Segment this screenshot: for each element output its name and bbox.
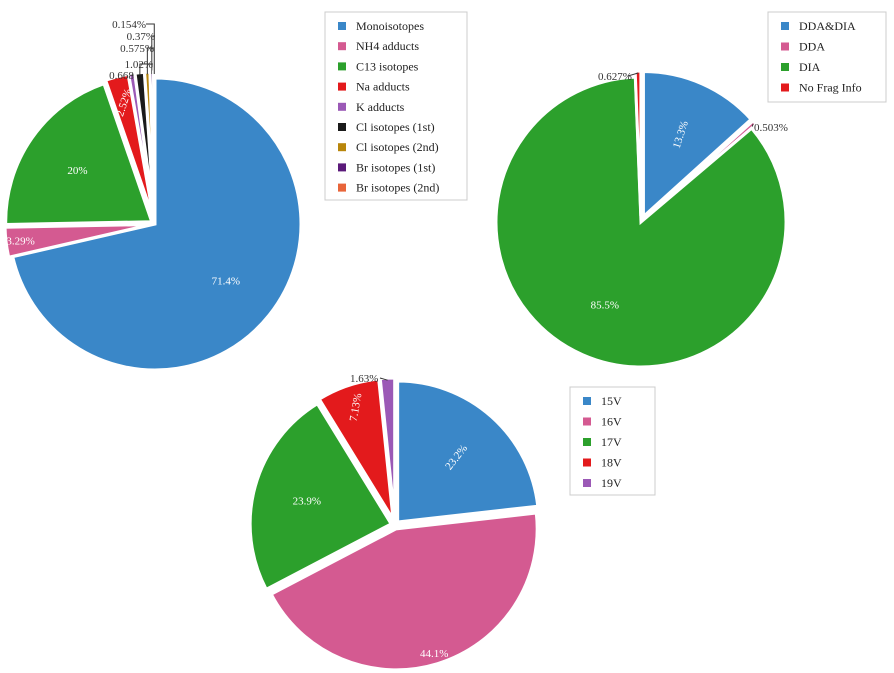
- adducts-legend-swatch-8: [338, 183, 346, 192]
- voltage-slice-3[interactable]: [317, 377, 395, 521]
- acquisition-slice-0[interactable]: [641, 70, 754, 220]
- acquisition-legend-label-3[interactable]: No Frag Info: [799, 81, 862, 95]
- adducts-legend-label-0[interactable]: Monoisotopes: [356, 19, 424, 33]
- voltage-legend-label-4[interactable]: 19V: [601, 476, 622, 490]
- adducts-slice-label-0: 71.4%: [212, 275, 240, 287]
- acquisition-slice-label-1: 0.503%: [754, 122, 788, 134]
- voltage-legend-swatch-4: [583, 479, 591, 487]
- adducts-slice-label-8: 0.154%: [112, 19, 146, 31]
- adducts-pie-chart: 71.4%3.29%20%2.52%0.668%1.02%0.575%0.37%…: [3, 19, 303, 372]
- adducts-legend-frame: [324, 11, 468, 201]
- acquisition-slice-3[interactable]: [633, 69, 643, 217]
- voltage-slice-2[interactable]: [248, 401, 394, 592]
- voltage-legend-label-2[interactable]: 17V: [601, 435, 622, 449]
- voltage-slice-0[interactable]: [396, 379, 540, 524]
- voltage-legend-label-0[interactable]: 15V: [601, 394, 622, 408]
- acquisition-legend-swatch-0: [781, 22, 789, 30]
- acquisition-pie-chart: 13.3% 0.503%85.5%0.627%: [494, 69, 788, 369]
- voltage-slice-label-2: 23.9%: [293, 496, 321, 508]
- adducts-legend-swatch-4: [338, 102, 346, 111]
- voltage-slice-1[interactable]: [269, 511, 539, 672]
- acquisition-legend-swatch-2: [781, 63, 789, 71]
- acquisition-legend-swatch-1: [781, 42, 789, 51]
- voltage-legend-label-3[interactable]: 18V: [601, 456, 622, 470]
- adducts-legend-label-5[interactable]: Cl isotopes (1st): [356, 120, 435, 134]
- adducts-slice-label-1: 3.29%: [6, 236, 34, 248]
- adducts-legend-label-2[interactable]: C13 isotopes: [356, 59, 419, 73]
- adducts-slice-2[interactable]: [4, 81, 154, 227]
- voltage-legend-swatch-2: [583, 438, 591, 446]
- adducts-legend-swatch-3: [338, 82, 346, 91]
- acquisition-legend: DDA&DIA DDA DIA No Frag Info: [767, 11, 887, 103]
- adducts-slice-label-7: 0.37%: [127, 31, 155, 43]
- adducts-slice-label-6: 0.575%: [120, 43, 154, 55]
- adducts-slice-label-5: 1.02%: [125, 59, 153, 71]
- adducts-legend-label-6[interactable]: Cl isotopes (2nd): [356, 140, 439, 154]
- voltage-pie-chart: 23.2%44.1%23.9%7.13%1.63%: [248, 373, 540, 672]
- voltage-leader-4: [379, 377, 388, 381]
- voltage-slice-label-4: 1.63%: [350, 373, 378, 385]
- voltage-legend-swatch-0: [583, 397, 591, 405]
- acquisition-slice-label-3: 0.627%: [598, 71, 632, 83]
- adducts-slice-1[interactable]: [3, 222, 152, 260]
- acquisition-leader-1: [751, 123, 754, 128]
- adducts-legend-swatch-1: [338, 42, 346, 51]
- voltage-slice-4[interactable]: [378, 376, 397, 520]
- acquisition-legend-swatch-3: [781, 83, 789, 92]
- adducts-legend-label-8[interactable]: Br isotopes (2nd): [356, 181, 439, 195]
- adducts-leader-5: [139, 63, 153, 75]
- adducts-slice-label-2: 20%: [67, 165, 87, 177]
- voltage-legend: 15V 16V 17V 18V 19V: [569, 386, 656, 496]
- acquisition-leader-3: [627, 72, 639, 77]
- voltage-legend-swatch-3: [583, 458, 591, 467]
- voltage-legend-swatch-1: [583, 417, 591, 426]
- adducts-legend-swatch-0: [338, 22, 346, 30]
- adducts-legend-label-7[interactable]: Br isotopes (1st): [356, 160, 435, 174]
- voltage-legend-label-1[interactable]: 16V: [601, 415, 622, 429]
- adducts-legend-label-4[interactable]: K adducts: [356, 100, 405, 114]
- adducts-legend-label-1[interactable]: NH4 adducts: [356, 39, 419, 53]
- adducts-leader-8: [146, 23, 155, 75]
- adducts-legend-swatch-7: [338, 163, 346, 172]
- acquisition-slice-label-2: 85.5%: [591, 299, 619, 311]
- adducts-legend-swatch-5: [338, 123, 346, 131]
- voltage-slice-label-3: 7.13%: [348, 392, 365, 422]
- acquisition-legend-label-2[interactable]: DIA: [799, 60, 821, 74]
- adducts-slice-8[interactable]: [152, 70, 157, 219]
- adducts-slice-0[interactable]: [10, 76, 303, 372]
- adducts-legend-label-3[interactable]: Na adducts: [356, 80, 410, 94]
- acquisition-slice-2[interactable]: [494, 75, 788, 369]
- voltage-slice-label-1: 44.1%: [420, 648, 448, 660]
- acquisition-legend-label-1[interactable]: DDA: [799, 40, 825, 54]
- adducts-legend-swatch-2: [338, 62, 346, 71]
- acquisition-legend-label-0[interactable]: DDA&DIA: [799, 19, 856, 33]
- adducts-legend-swatch-6: [338, 143, 346, 152]
- adducts-legend: Monoisotopes NH4 adducts C13 isotopes Na ad…: [324, 11, 468, 201]
